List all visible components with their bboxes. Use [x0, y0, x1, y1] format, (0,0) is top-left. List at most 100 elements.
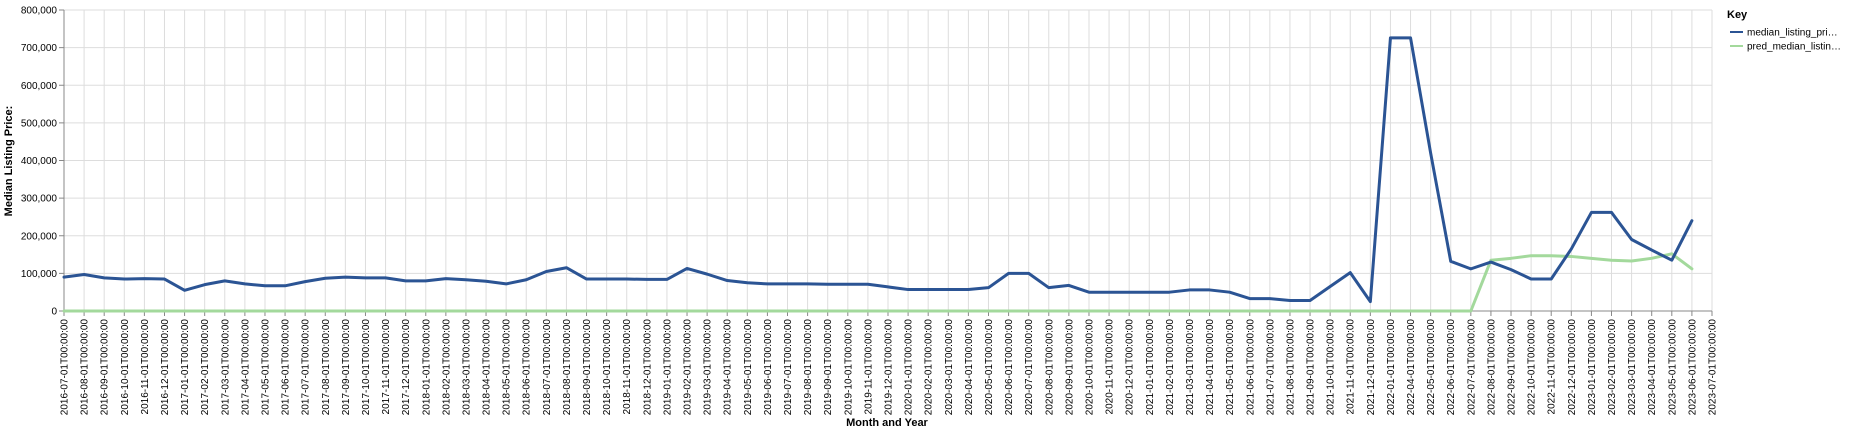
legend-title: Key — [1727, 9, 1748, 21]
x-tick-label: 2017-07-01T00:00:00 — [301, 319, 312, 416]
x-tick-label: 2017-05-01T00:00:00 — [260, 319, 271, 416]
x-tick-label: 2022-12-01T00:00:00 — [1567, 319, 1578, 416]
x-tick-label: 2017-04-01T00:00:00 — [240, 319, 251, 416]
y-tick-label: 700,000 — [21, 43, 58, 54]
x-tick-label: 2019-07-01T00:00:00 — [783, 319, 794, 416]
x-tick-label: 2019-04-01T00:00:00 — [723, 319, 734, 416]
y-tick-label: 300,000 — [21, 194, 58, 205]
series-line-1 — [62, 36, 1694, 304]
x-tick-label: 2020-06-01T00:00:00 — [1004, 319, 1015, 416]
x-tick-label: 2019-09-01T00:00:00 — [823, 319, 834, 416]
x-tick-label: 2020-12-01T00:00:00 — [1125, 319, 1136, 416]
x-tick-label: 2016-10-01T00:00:00 — [120, 319, 131, 416]
x-tick-label: 2021-10-01T00:00:00 — [1326, 319, 1337, 416]
x-tick-label: 2020-08-01T00:00:00 — [1044, 319, 1055, 416]
x-tick-label: 2022-01-01T00:00:00 — [1386, 319, 1397, 416]
x-tick-label: 2022-04-01T00:00:00 — [1406, 319, 1417, 416]
x-tick-label: 2017-01-01T00:00:00 — [180, 319, 191, 416]
x-tick-label: 2017-06-01T00:00:00 — [281, 319, 292, 416]
x-axis-title: Month and Year — [846, 417, 928, 429]
x-tick-label: 2023-06-01T00:00:00 — [1687, 319, 1698, 416]
y-tick-label: 200,000 — [21, 231, 58, 242]
y-tick-label: 800,000 — [21, 6, 58, 17]
x-axis: 2016-07-01T00:00:00 2016-08-01T00:00:00 20… — [60, 310, 1719, 416]
y-tick-label: 0 — [51, 307, 57, 318]
x-tick-label: 2016-09-01T00:00:00 — [100, 319, 111, 416]
x-tick-label: 2018-07-01T00:00:00 — [542, 319, 553, 416]
x-tick-label: 2019-08-01T00:00:00 — [803, 319, 814, 416]
x-tick-label: 2020-05-01T00:00:00 — [984, 319, 995, 416]
x-tick-label: 2018-04-01T00:00:00 — [482, 319, 493, 416]
y-tick-label: 600,000 — [21, 81, 58, 92]
x-tick-label: 2019-03-01T00:00:00 — [703, 319, 714, 416]
x-tick-label: 2019-05-01T00:00:00 — [743, 319, 754, 416]
x-tick-label: 2016-12-01T00:00:00 — [160, 319, 171, 416]
x-tick-label: 2019-02-01T00:00:00 — [683, 319, 694, 416]
y-axis-title: Median Listing Price: — [3, 106, 15, 217]
x-tick-label: 2020-03-01T00:00:00 — [944, 319, 955, 416]
x-tick-label: 2019-01-01T00:00:00 — [662, 319, 673, 416]
x-tick-label: 2021-06-01T00:00:00 — [1245, 319, 1256, 416]
x-tick-label: 2016-11-01T00:00:00 — [140, 319, 151, 415]
x-tick-label: 2017-12-01T00:00:00 — [401, 319, 412, 416]
x-tick-label: 2017-02-01T00:00:00 — [200, 319, 211, 416]
x-tick-label: 2021-11-01T00:00:00 — [1346, 319, 1357, 415]
gridlines — [63, 9, 1713, 312]
x-tick-label: 2021-04-01T00:00:00 — [1205, 319, 1216, 416]
x-tick-label: 2018-09-01T00:00:00 — [582, 319, 593, 416]
x-tick-label: 2023-04-01T00:00:00 — [1647, 319, 1658, 416]
x-tick-label: 2018-01-01T00:00:00 — [421, 319, 432, 416]
x-tick-label: 2023-05-01T00:00:00 — [1667, 319, 1678, 416]
x-tick-label: 2021-02-01T00:00:00 — [1165, 319, 1176, 416]
x-tick-label: 2017-10-01T00:00:00 — [361, 319, 372, 416]
x-tick-label: 2017-11-01T00:00:00 — [381, 319, 392, 415]
legend-label: median_listing_pri… — [1747, 28, 1838, 39]
x-tick-label: 2019-11-01T00:00:00 — [863, 319, 874, 415]
x-tick-label: 2020-10-01T00:00:00 — [1084, 319, 1095, 416]
x-tick-label: 2021-09-01T00:00:00 — [1306, 319, 1317, 416]
x-tick-label: 2019-10-01T00:00:00 — [843, 319, 854, 416]
x-tick-label: 2022-07-01T00:00:00 — [1466, 319, 1477, 416]
x-tick-label: 2018-02-01T00:00:00 — [441, 319, 452, 416]
x-tick-label: 2022-10-01T00:00:00 — [1527, 319, 1538, 416]
x-tick-label: 2022-09-01T00:00:00 — [1507, 319, 1518, 416]
x-tick-label: 2023-02-01T00:00:00 — [1607, 319, 1618, 416]
y-tick-label: 100,000 — [21, 269, 58, 280]
x-tick-label: 2018-10-01T00:00:00 — [602, 319, 613, 416]
legend-label: pred_median_listin… — [1747, 42, 1841, 53]
y-tick-label: 500,000 — [21, 118, 58, 129]
x-tick-label: 2021-12-01T00:00:00 — [1366, 319, 1377, 416]
x-tick-label: 2016-08-01T00:00:00 — [80, 319, 91, 416]
x-tick-label: 2021-01-01T00:00:00 — [1145, 319, 1156, 416]
x-tick-label: 2022-05-01T00:00:00 — [1426, 319, 1437, 416]
x-tick-label: 2020-09-01T00:00:00 — [1064, 319, 1075, 416]
x-tick-label: 2018-11-01T00:00:00 — [622, 319, 633, 415]
legend: Key median_listing_pri… pred_median_listi… — [1727, 9, 1841, 53]
x-tick-label: 2018-03-01T00:00:00 — [461, 319, 472, 416]
x-tick-label: 2017-08-01T00:00:00 — [321, 319, 332, 416]
x-tick-label: 2021-07-01T00:00:00 — [1265, 319, 1276, 416]
x-tick-label: 2023-01-01T00:00:00 — [1587, 319, 1598, 416]
x-tick-label: 2020-11-01T00:00:00 — [1105, 319, 1116, 415]
x-tick-label: 2019-06-01T00:00:00 — [763, 319, 774, 416]
x-tick-label: 2021-08-01T00:00:00 — [1285, 319, 1296, 416]
y-axis: 0 100,000 200,000 300,000 400,000 500,000 600,… — [21, 6, 65, 318]
x-tick-label: 2022-08-01T00:00:00 — [1486, 319, 1497, 416]
x-tick-label: 2016-07-01T00:00:00 — [60, 319, 71, 416]
x-tick-label: 2021-05-01T00:00:00 — [1225, 319, 1236, 416]
series-line-2 — [62, 252, 1694, 313]
x-tick-label: 2020-01-01T00:00:00 — [904, 319, 915, 416]
x-tick-label: 2018-12-01T00:00:00 — [642, 319, 653, 416]
x-tick-label: 2020-07-01T00:00:00 — [1024, 319, 1035, 416]
x-tick-label: 2017-03-01T00:00:00 — [220, 319, 231, 416]
x-tick-label: 2023-03-01T00:00:00 — [1627, 319, 1638, 416]
y-tick-label: 400,000 — [21, 156, 58, 167]
x-tick-label: 2021-03-01T00:00:00 — [1185, 319, 1196, 416]
x-tick-label: 2023-07-01T00:00:00 — [1708, 319, 1719, 416]
x-tick-label: 2020-02-01T00:00:00 — [924, 319, 935, 416]
x-tick-label: 2018-06-01T00:00:00 — [522, 319, 533, 416]
x-tick-label: 2022-06-01T00:00:00 — [1446, 319, 1457, 416]
x-tick-label: 2017-09-01T00:00:00 — [341, 319, 352, 416]
x-tick-label: 2019-12-01T00:00:00 — [884, 319, 895, 416]
